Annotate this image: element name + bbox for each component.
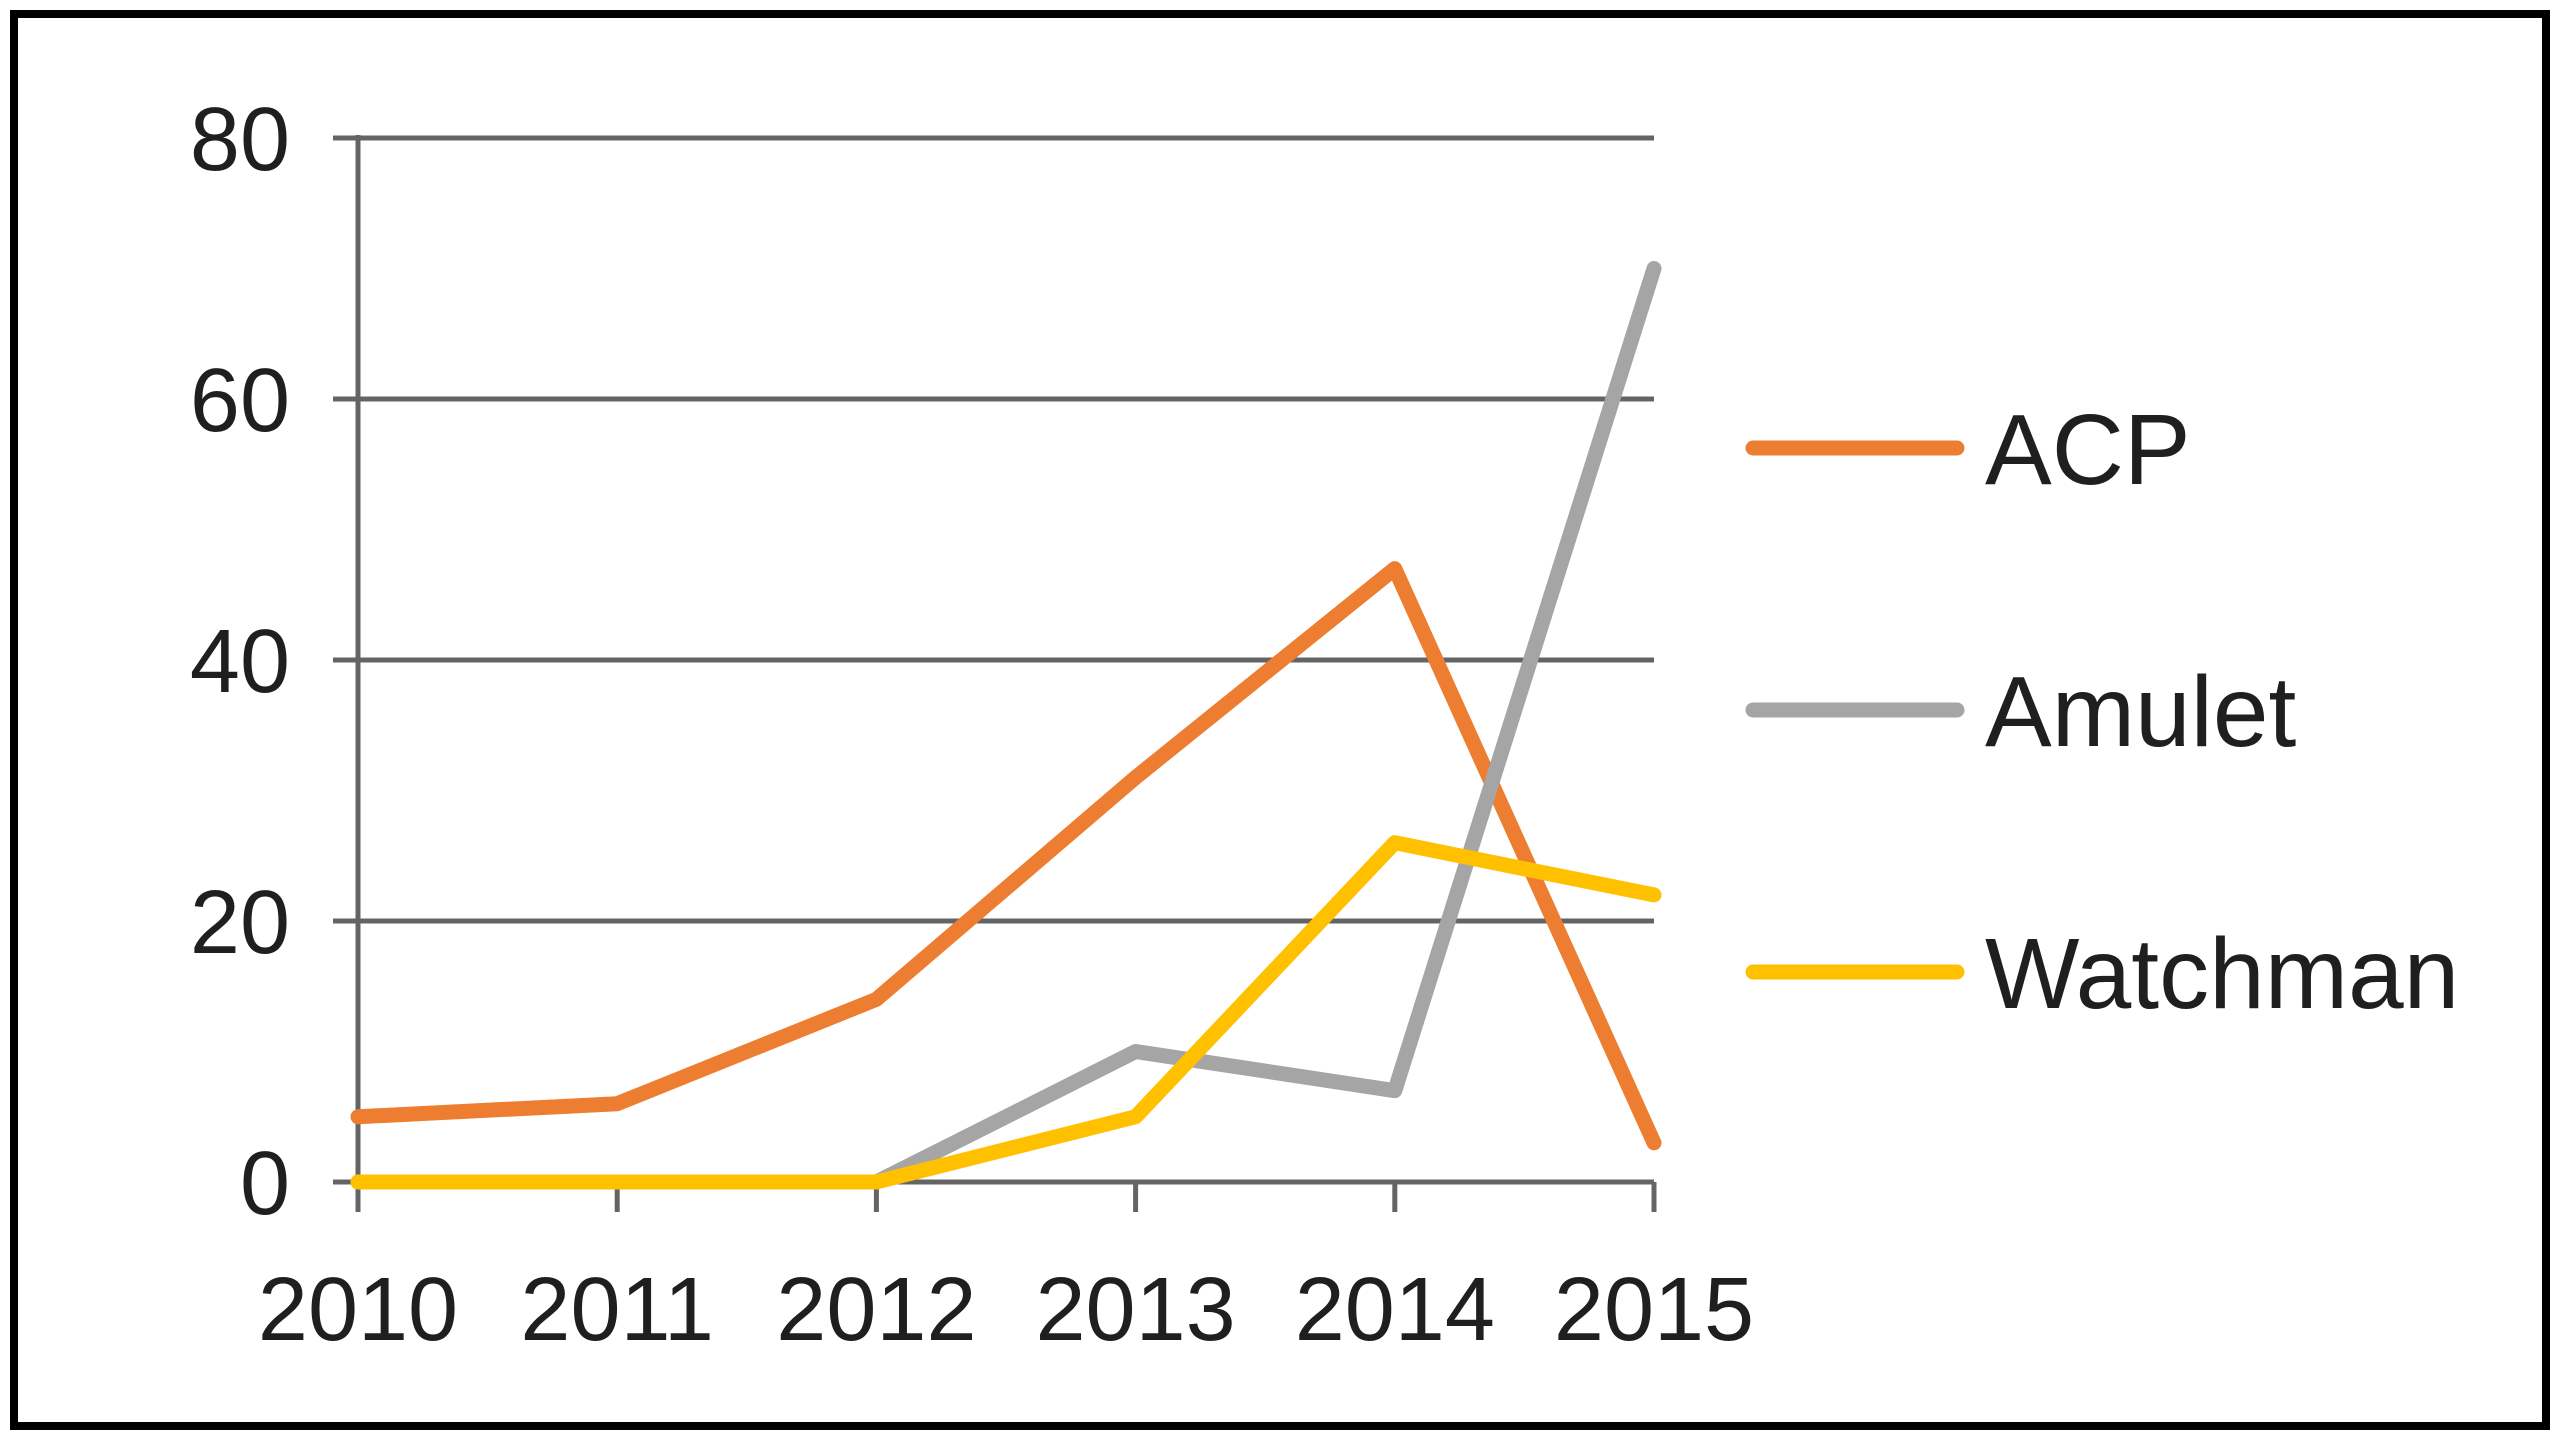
y-tick-label-0: 0 — [240, 1134, 290, 1234]
legend-item-watchman: Watchman — [1745, 918, 2459, 1030]
x-axis-labels: 2010 2011 2012 2013 2014 2015 — [258, 1260, 1754, 1360]
x-tick-label-2015: 2015 — [1554, 1260, 1754, 1360]
x-tick-label-2014: 2014 — [1295, 1260, 1495, 1360]
y-tick-label-80: 80 — [190, 90, 290, 190]
outer-border — [10, 10, 2550, 1430]
legend-label-amulet: Amulet — [1985, 656, 2296, 768]
y-tick-label-60: 60 — [190, 351, 290, 451]
legend-label-watchman: Watchman — [1985, 918, 2459, 1030]
x-tick-label-2011: 2011 — [520, 1260, 714, 1360]
y-axis-labels: 0 20 40 60 80 — [190, 90, 290, 1234]
series-line-watchman — [350, 835, 1662, 1190]
x-tick-label-2012: 2012 — [776, 1260, 976, 1360]
legend-item-amulet: Amulet — [1745, 656, 2296, 768]
legend: ACP Amulet Watchman — [1745, 394, 2459, 1030]
y-tick-label-20: 20 — [190, 873, 290, 973]
x-tick-label-2013: 2013 — [1035, 1260, 1235, 1360]
legend-item-acp: ACP — [1745, 394, 2191, 506]
legend-label-acp: ACP — [1985, 394, 2191, 506]
series-lines — [350, 261, 1662, 1190]
series-line-acp — [350, 561, 1662, 1151]
y-tick-label-40: 40 — [190, 612, 290, 712]
x-tick-label-2010: 2010 — [258, 1260, 458, 1360]
